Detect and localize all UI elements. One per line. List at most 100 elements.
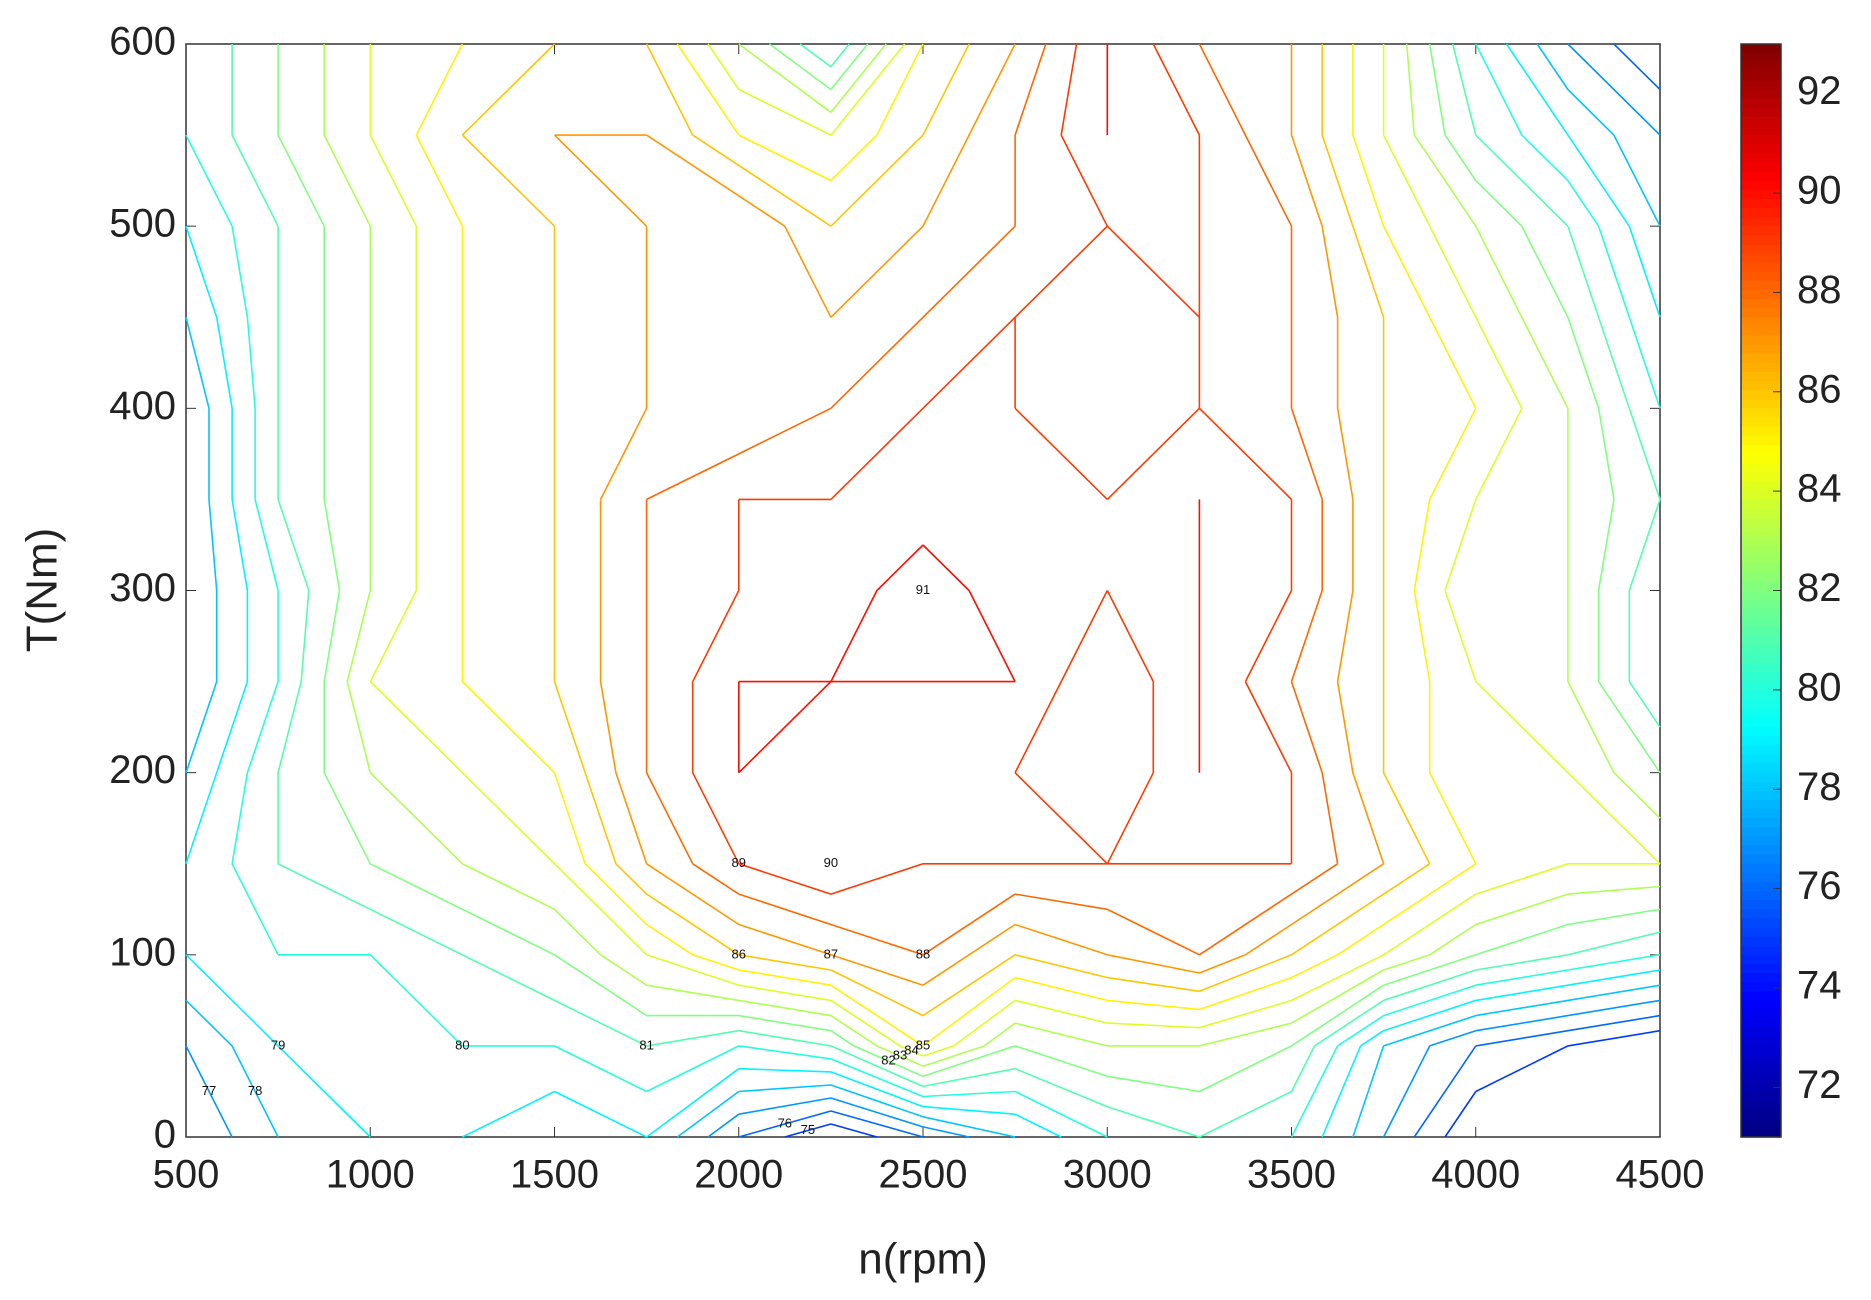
colorbar-swatch [1741,280,1781,291]
colorbar-swatch [1741,754,1781,765]
colorbar-swatch [1741,936,1781,947]
colorbar-swatch [1741,499,1781,510]
x-tick-label: 3000 [1063,1153,1152,1197]
colorbar-swatch [1741,672,1781,683]
colorbar-swatch [1741,153,1781,164]
y-tick-label: 0 [154,1113,176,1157]
contour-label: 84 [904,1042,918,1057]
contour-line [185,43,1661,1138]
contour-label: 90 [824,855,838,870]
colorbar-swatch [1741,1073,1781,1083]
colorbar-swatch [1741,581,1781,592]
colorbar-swatch [1741,335,1781,346]
colorbar-swatch [1741,572,1781,582]
colorbar-swatch [1741,317,1781,327]
contour-line [784,1029,1661,1138]
colorbar-swatch [1741,125,1781,136]
colorbar-swatch [1741,818,1781,828]
colorbar-swatch [1741,299,1781,309]
colorbar-swatch [1741,626,1781,637]
colorbar-swatch [1741,44,1781,54]
colorbar-swatch [1741,162,1781,173]
colorbar-swatch [1741,189,1781,200]
colorbar-swatch [1741,772,1781,783]
contour-label: 85 [916,1037,930,1052]
colorbar-swatch [1741,963,1781,974]
y-tick-label: 300 [109,566,176,610]
x-tick-label: 2000 [694,1153,783,1197]
colorbar-swatch [1741,180,1781,191]
contour-label: 87 [824,946,838,961]
contour-line [185,43,1661,1138]
colorbar-swatch [1741,863,1781,874]
colorbar-swatch [1741,171,1781,182]
x-tick-label: 4500 [1616,1153,1705,1197]
contour-line [185,43,1661,1138]
contour-line [415,43,1477,1047]
colorbar-swatch [1741,472,1781,482]
colorbar-swatch [1741,1018,1781,1029]
colorbar-tick-label: 76 [1797,864,1842,908]
colorbar-swatch [1741,207,1781,218]
colorbar-swatch [1741,517,1781,528]
contour-label: 77 [202,1083,216,1098]
colorbar-swatch [1741,1064,1781,1074]
colorbar-swatch [1741,490,1781,501]
colorbar-swatch [1741,462,1781,473]
colorbar-swatch [1741,790,1781,801]
colorbar-swatch [1741,736,1781,746]
x-tick-label: 2500 [879,1153,968,1197]
colorbar-swatch [1741,891,1781,901]
contour-line [738,43,1661,1138]
contour-label: 80 [455,1037,469,1052]
x-tick-label: 1000 [326,1153,415,1197]
y-tick-label: 600 [109,20,176,64]
colorbar-swatch [1741,708,1781,719]
colorbar-swatch [1741,809,1781,819]
y-tick-label: 400 [109,384,176,428]
colorbar-swatch [1741,399,1781,409]
colorbar-swatch [1741,508,1781,519]
colorbar-swatch [1741,116,1781,127]
contour-line [231,43,1661,1138]
colorbar-swatch [1741,198,1781,209]
colorbar-swatch [1741,1055,1781,1065]
colorbar-swatch [1741,226,1781,236]
contour-line [277,43,1661,1093]
colorbar-tick-label: 80 [1797,665,1842,709]
contour-label: 86 [732,946,746,961]
colorbar-swatch [1741,881,1781,892]
colorbar-swatch [1741,727,1781,737]
colorbar-swatch [1741,544,1781,555]
colorbar-swatch [1741,745,1781,756]
colorbar-swatch [1741,453,1781,464]
y-tick-label: 200 [109,748,176,792]
colorbar-swatch [1741,900,1781,910]
colorbar-swatch [1741,362,1781,373]
colorbar-swatch [1741,1100,1781,1111]
colorbar-swatch [1741,663,1781,674]
contour-line [369,43,1661,1057]
colorbar-swatch [1741,690,1781,701]
colorbar-swatch [1741,435,1781,446]
colorbar-swatch [1741,699,1781,710]
colorbar-swatch [1741,289,1781,300]
colorbar-swatch [1741,1091,1781,1102]
contour-label: 89 [732,855,746,870]
colorbar-swatch [1741,308,1781,318]
colorbar-swatch [1741,1027,1781,1038]
colorbar-tick-label: 72 [1797,1063,1842,1107]
colorbar-swatch [1741,1036,1781,1047]
colorbar-swatch [1741,1127,1781,1138]
colorbar-swatch [1741,918,1781,929]
colorbar-swatch [1741,408,1781,419]
colorbar-swatch [1741,954,1781,965]
colorbar-swatch [1741,353,1781,364]
colorbar-tick-label: 86 [1797,367,1842,411]
colorbar-swatch [1741,1109,1781,1120]
colorbar-swatch [1741,526,1781,537]
contour-line [645,43,1339,956]
colorbar-swatch [1741,608,1781,619]
colorbar-swatch [1741,235,1781,245]
x-tick-label: 1500 [510,1153,599,1197]
